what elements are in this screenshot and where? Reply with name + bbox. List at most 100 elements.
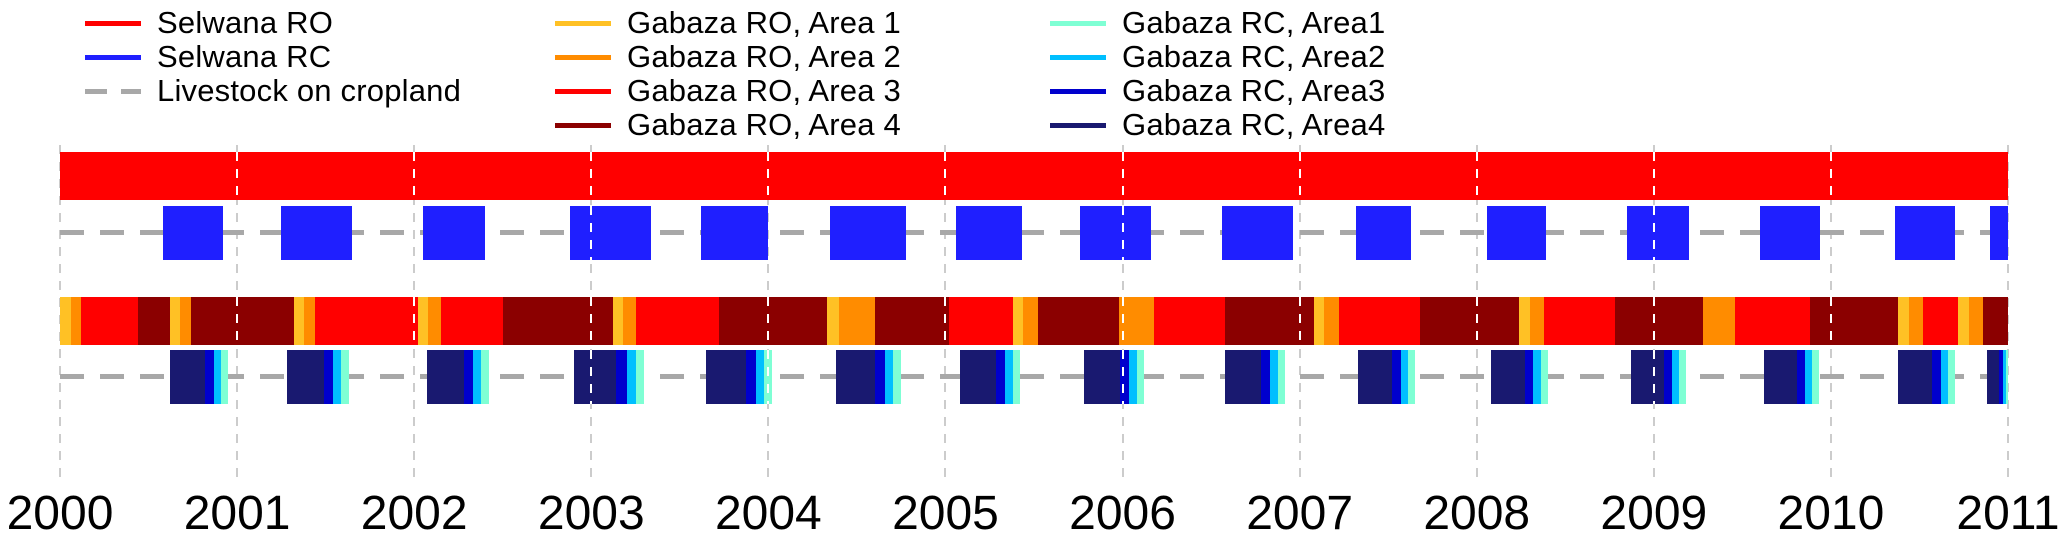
bar-segment [956, 206, 1022, 260]
bar-segment [1270, 350, 1279, 404]
bar-segment [1221, 206, 1293, 260]
gridline-overlay [590, 297, 593, 345]
gridline-overlay [1121, 206, 1124, 260]
bar-segment [874, 350, 885, 404]
bar-segment [221, 350, 229, 404]
gridline-overlay [1829, 297, 1832, 345]
bar-segment [2002, 350, 2006, 404]
legend-label: Gabaza RO, Area 1 [627, 5, 901, 40]
bar-segment [626, 350, 636, 404]
bar-segment [213, 350, 222, 404]
legend-item: Gabaza RO, Area 2 [555, 39, 901, 74]
legend-label: Gabaza RO, Area 4 [627, 107, 901, 142]
line-sample-icon [85, 54, 141, 60]
bar-segment [623, 297, 636, 345]
bar-segment [473, 350, 482, 404]
bar-segment [481, 350, 489, 404]
legend: Selwana RO Selwana RC Livestock on croplan… [0, 0, 2067, 150]
bar-segment [1529, 297, 1544, 345]
line-sample-icon [555, 54, 611, 60]
bar-segment [423, 206, 485, 260]
bar-segment [1894, 206, 1955, 260]
bar-segment [995, 350, 1005, 404]
legend-label: Gabaza RC, Area1 [1122, 5, 1386, 40]
bar-segment [1358, 350, 1393, 404]
legend-item: Gabaza RC, Area2 [1050, 39, 1385, 74]
bar-segment [1154, 297, 1226, 345]
gridline-overlay [590, 350, 593, 404]
bar-segment [1958, 297, 1970, 345]
bar-segment [1313, 297, 1325, 345]
legend-item: Livestock on cropland [85, 73, 461, 108]
legend-column-selwana: Selwana RO Selwana RC Livestock on croplan… [85, 5, 461, 108]
bar-segment [1908, 297, 1923, 345]
bar-segment [830, 206, 907, 260]
bar-segment [1811, 350, 1819, 404]
bar-segment [1128, 350, 1137, 404]
bar-segment [1796, 350, 1805, 404]
bar-segment [1760, 206, 1821, 260]
dashed-line-sample-icon [85, 88, 141, 94]
bar-segment [1703, 297, 1736, 345]
gridline-overlay [1475, 297, 1478, 345]
bar-segment [874, 297, 949, 345]
legend-column-gabaza-rc: Gabaza RC, Area1 Gabaza RC, Area2 Gabaza R… [1050, 5, 1386, 142]
gridline-overlay [767, 297, 770, 345]
x-axis-label: 2003 [537, 487, 645, 540]
bar-segment [180, 297, 192, 345]
gridline-overlay [413, 297, 416, 345]
x-axis-label: 2007 [1246, 487, 1354, 540]
legend-item: Gabaza RO, Area 1 [555, 5, 901, 40]
bar-segment [1261, 350, 1271, 404]
bar-segment [1672, 350, 1680, 404]
bar-segment [893, 350, 902, 404]
bar-segment [333, 350, 342, 404]
bar-segment [635, 297, 719, 345]
line-sample-icon [1050, 54, 1106, 60]
bar-segment [1004, 350, 1013, 404]
bar-segment [304, 297, 315, 345]
legend-label: Selwana RO [157, 5, 334, 40]
gridline-overlay [944, 297, 947, 345]
gridline-overlay [1652, 152, 1655, 200]
bar-segment [1519, 297, 1530, 345]
bar-segment [701, 206, 769, 260]
bar-segment [428, 297, 441, 345]
gridline-overlay [590, 152, 593, 200]
x-axis-label: 2006 [1069, 487, 1176, 540]
bar-segment [1630, 350, 1664, 404]
bar-segment [1932, 350, 1941, 404]
bar-segment [1324, 297, 1339, 345]
gridline-overlay [1652, 350, 1655, 404]
bar-segment [1400, 350, 1409, 404]
x-axis-label: 2005 [892, 487, 999, 540]
bar-segment [1420, 297, 1520, 345]
legend-item: Gabaza RO, Area 3 [555, 73, 901, 108]
bar-segment [293, 297, 305, 345]
bar-segment [1490, 350, 1525, 404]
bar-segment [417, 297, 429, 345]
line-sample-icon [1050, 88, 1106, 94]
bar-segment [1627, 206, 1690, 260]
bar-segment [1225, 350, 1262, 404]
bar-segment [635, 350, 645, 404]
bar-segment [835, 350, 875, 404]
bar-segment [948, 297, 1013, 345]
bar-segment [839, 297, 875, 345]
bar-segment [745, 350, 756, 404]
bar-segment [616, 350, 627, 404]
bar-segment [1356, 206, 1412, 260]
gridline-overlay [1298, 297, 1301, 345]
gridline-overlay [1298, 152, 1301, 200]
bar-segment [1983, 297, 2008, 345]
bar-segment [162, 206, 223, 260]
bar-segment [573, 350, 617, 404]
x-axis-label: 2010 [1777, 487, 1885, 540]
bar-segment [502, 297, 613, 345]
gridline-overlay [1475, 152, 1478, 200]
bar-segment [718, 297, 827, 345]
gridline-overlay [1121, 350, 1124, 404]
bar-segment [286, 350, 324, 404]
bar-segment [1083, 350, 1120, 404]
